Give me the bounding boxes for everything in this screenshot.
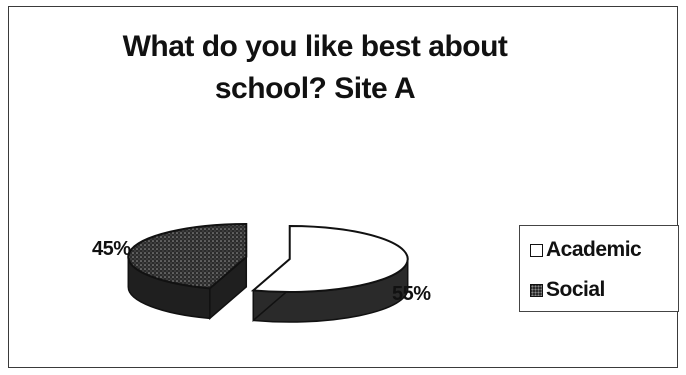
legend-item-social: Social [530,278,605,302]
legend-swatch-academic [530,243,543,257]
legend: Academic Social [519,225,679,312]
legend-label-social: Social [546,278,605,301]
pie-slice-social [127,222,248,320]
chart-title: What do you like best about school? Site… [95,26,535,110]
data-label-social: 45% [92,238,131,260]
legend-swatch-social [530,283,543,297]
data-label-academic: 55% [392,283,431,305]
chart-frame [8,6,678,368]
legend-item-academic: Academic [530,238,642,262]
pie-slice-top-social [127,222,248,290]
pie-slice-academic [250,225,409,323]
chart-title-line-1: What do you like best about [122,30,508,63]
legend-label-academic: Academic [546,238,642,261]
pie-slice-top-academic [250,225,409,294]
chart-title-line-2: school? Site A [214,72,416,105]
